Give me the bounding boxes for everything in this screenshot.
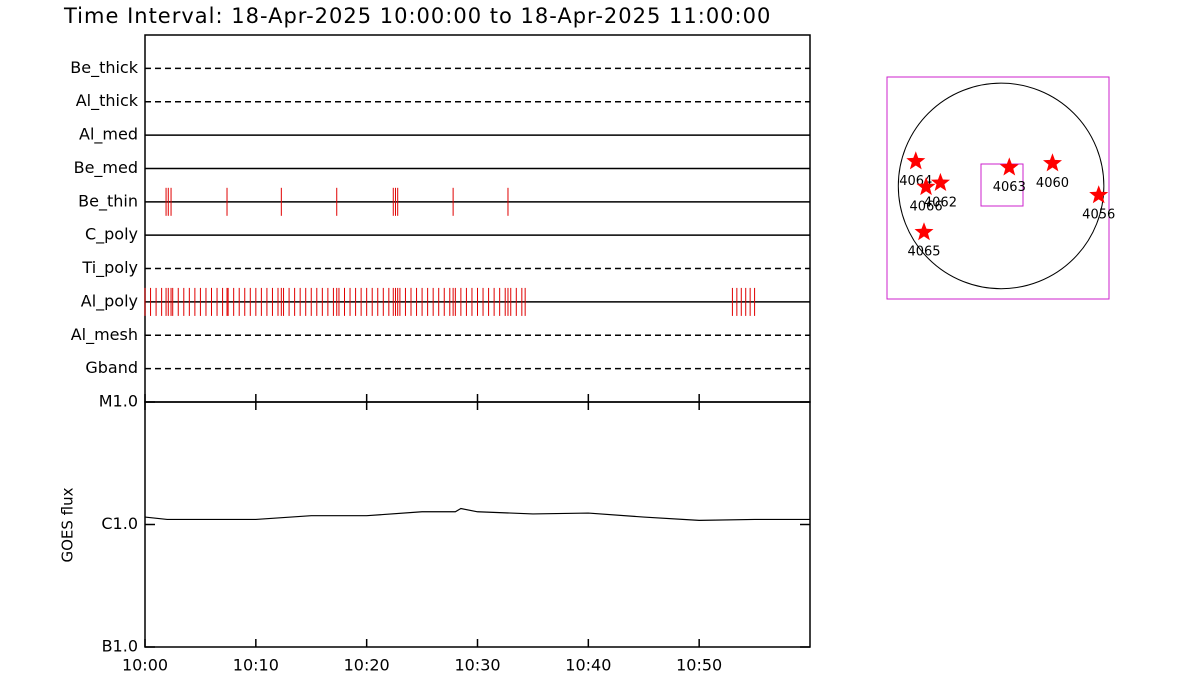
region-label: 4062 [924, 195, 957, 210]
x-tick-label: 10:10 [233, 656, 279, 675]
y-tick-label: C1.0 [101, 514, 138, 533]
x-tick-label: 10:00 [122, 656, 168, 675]
region-label: 4065 [907, 245, 940, 260]
row-label: Be_thick [70, 58, 138, 78]
row-label: Al_thick [76, 91, 139, 111]
region-label: 4066 [910, 199, 943, 214]
map-frame [886, 76, 1110, 300]
y-tick-label: M1.0 [99, 392, 138, 411]
region-star [914, 222, 934, 241]
row-label: Al_mesh [71, 325, 138, 345]
region-star [999, 157, 1019, 176]
title: Time Interval: 18-Apr-2025 10:00:00 to 1… [63, 4, 771, 28]
y-tick-label: B1.0 [102, 637, 138, 656]
x-tick-label: 10:30 [454, 656, 500, 675]
region-star [1043, 153, 1062, 172]
row-label: Gband [85, 358, 138, 377]
y-axis-label: GOES flux [59, 487, 77, 562]
x-tick-label: 10:40 [565, 656, 611, 675]
flux-line [144, 507, 810, 522]
region-star [906, 151, 926, 170]
region-star [916, 177, 936, 196]
region-label: 4063 [993, 180, 1026, 195]
row-label: Be_thin [78, 191, 138, 211]
row-label: Be_med [74, 158, 138, 178]
row-label: C_poly [85, 225, 138, 245]
region-star [930, 172, 950, 191]
region-label: 4056 [1082, 208, 1115, 223]
fov-box [980, 163, 1024, 207]
row-label: Al_poly [81, 291, 138, 311]
row-label: Ti_poly [81, 258, 138, 278]
x-tick-label: 10:50 [676, 656, 722, 675]
region-label: 4060 [1036, 176, 1069, 191]
solar-limb [897, 82, 1105, 290]
region-star [1089, 185, 1109, 204]
row-label: Al_med [79, 125, 138, 145]
x-tick-label: 10:20 [344, 656, 390, 675]
